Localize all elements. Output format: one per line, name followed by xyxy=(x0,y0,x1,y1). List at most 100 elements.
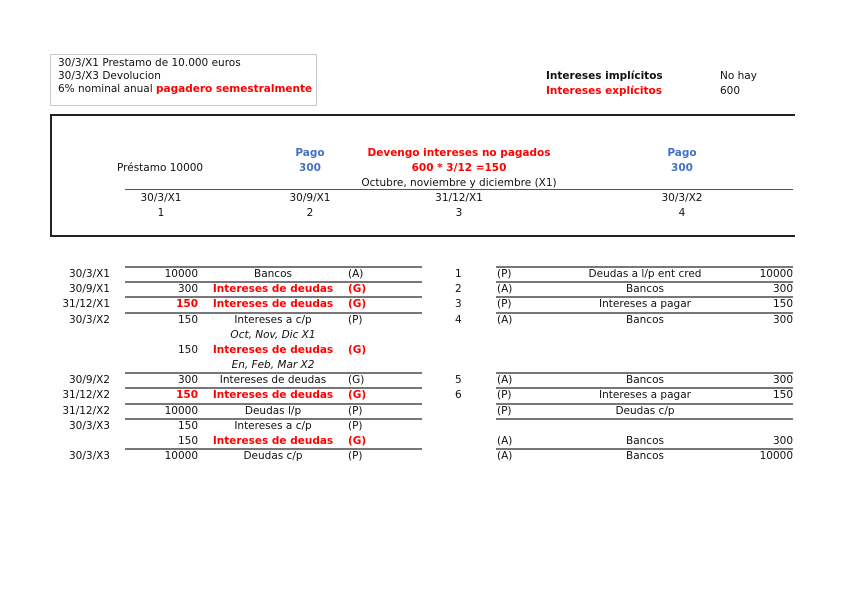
entry-account: Intereses de deudas xyxy=(212,298,334,310)
entry-type: (G) xyxy=(348,344,367,356)
note-line: 30/3/X1 Prestamo de 10.000 euros xyxy=(58,57,241,69)
entry-date: 31/12/X2 xyxy=(62,389,110,401)
explicit-interest-value: 600 xyxy=(720,85,741,97)
contra-amount: 10000 xyxy=(759,268,793,280)
timeline-number: 1 xyxy=(157,207,165,219)
entry-type: (P) xyxy=(348,405,363,417)
contra-amount: 300 xyxy=(772,283,793,295)
entry-number: 3 xyxy=(455,298,462,310)
entry-amount: 10000 xyxy=(164,268,198,280)
entry-type: (P) xyxy=(348,420,363,432)
journal-row: 30/9/X1 300 Intereses de deudas (G) 2 (A) Banc… xyxy=(0,283,848,298)
timeline-date: 31/12/X1 xyxy=(435,192,483,204)
note-line: 6% nominal anual pagadero semestralmente xyxy=(58,83,316,96)
contra-amount: 150 xyxy=(772,298,793,310)
entry-number: 4 xyxy=(455,314,462,326)
accrual-formula: 600 * 3/12 =150 xyxy=(411,162,507,174)
entry-amount: 150 xyxy=(177,314,198,326)
journal-row: 30/3/X3 10000 Deudas c/p (P) (A) Bancos 10000 xyxy=(0,450,848,465)
entry-number: 5 xyxy=(455,374,462,386)
ledger-rule xyxy=(496,266,793,268)
contra-amount: 300 xyxy=(772,374,793,386)
journal-row: 30/3/X2 150 Intereses a c/p (P) 4 (A) Bancos 30… xyxy=(0,314,848,329)
entry-type: (G) xyxy=(348,283,367,295)
ledger-rule xyxy=(496,448,793,450)
contra-type: (P) xyxy=(497,268,512,280)
entry-account: Intereses de deudas xyxy=(212,389,334,401)
journal-row: 31/12/X2 10000 Deudas l/p (P) (P) Deudas c/p xyxy=(0,405,848,420)
contra-account: Bancos xyxy=(626,435,664,447)
entry-account: Oct, Nov, Dic X1 xyxy=(230,329,316,341)
entry-account: Deudas c/p xyxy=(243,450,303,462)
entry-account: En, Feb, Mar X2 xyxy=(231,359,315,371)
ledger-rule xyxy=(496,312,793,314)
contra-account: Deudas a l/p ent cred xyxy=(588,268,702,280)
ledger-rule xyxy=(125,418,422,420)
payment-1-value: 300 xyxy=(299,162,321,174)
entry-date: 31/12/X2 xyxy=(62,405,110,417)
payment-2-value: 300 xyxy=(671,162,693,174)
journal-row: 31/12/X2 150 Intereses de deudas (G) 6 (P) Int… xyxy=(0,389,848,404)
timeline-date: 30/3/X2 xyxy=(661,192,703,204)
implicit-interest-value: No hay xyxy=(720,70,757,82)
entry-date: 30/3/X1 xyxy=(69,268,110,280)
ledger-rule xyxy=(496,296,793,298)
contra-account: Bancos xyxy=(626,374,664,386)
timeline-axis xyxy=(125,189,793,190)
journal-row: Oct, Nov, Dic X1 xyxy=(0,329,848,344)
ledger-rule xyxy=(496,403,793,405)
entry-type: (P) xyxy=(348,314,363,326)
entry-number: 1 xyxy=(455,268,462,280)
entry-account: Intereses a c/p xyxy=(234,314,312,326)
contra-amount: 300 xyxy=(772,314,793,326)
journal-row: 30/9/X2 300 Intereses de deudas (G) 5 (A) Banc… xyxy=(0,374,848,389)
entry-date: 30/9/X1 xyxy=(69,283,110,295)
contra-account: Deudas c/p xyxy=(615,405,675,417)
entry-amount: 300 xyxy=(177,283,198,295)
contra-account: Bancos xyxy=(626,283,664,295)
entry-date: 31/12/X1 xyxy=(62,298,110,310)
accrual-title: Devengo intereses no pagados xyxy=(367,147,551,159)
entry-date: 30/3/X3 xyxy=(69,450,110,462)
journal-row: 30/3/X1 10000 Bancos (A) 1 (P) Deudas a l/p en… xyxy=(0,268,848,283)
entry-type: (G) xyxy=(348,374,365,386)
ledger-rule xyxy=(496,372,793,374)
journal-row: 150 Intereses de deudas (G) xyxy=(0,344,848,359)
entry-account: Intereses de deudas xyxy=(212,435,334,447)
ledger-rule xyxy=(496,418,793,420)
explicit-interest-label: Intereses explícitos xyxy=(546,85,663,97)
ledger-rule xyxy=(125,403,422,405)
ledger-rule xyxy=(125,312,422,314)
contra-type: (A) xyxy=(497,283,513,295)
ledger-rule xyxy=(125,448,422,450)
entry-amount: 10000 xyxy=(164,450,198,462)
payment-1-title: Pago xyxy=(295,147,325,159)
entry-account: Intereses de deudas xyxy=(219,374,327,386)
entry-type: (G) xyxy=(348,298,367,310)
ledger-rule xyxy=(496,281,793,283)
contra-type: (P) xyxy=(497,298,512,310)
entry-account: Intereses de deudas xyxy=(212,283,334,295)
journal-row: 150 Intereses de deudas (G) (A) Bancos 300 xyxy=(0,435,848,450)
note-line: 30/3/X3 Devolucion xyxy=(58,70,161,82)
entry-type: (G) xyxy=(348,389,367,401)
ledger-rule xyxy=(125,387,422,389)
timeline-date: 30/3/X1 xyxy=(140,192,182,204)
contra-type: (A) xyxy=(497,314,513,326)
problem-note: 30/3/X1 Prestamo de 10.000 euros 30/3/X3… xyxy=(50,54,317,106)
entry-account: Deudas l/p xyxy=(244,405,302,417)
ledger-rule xyxy=(125,296,422,298)
ledger-rule xyxy=(125,372,422,374)
entry-date: 30/3/X2 xyxy=(69,314,110,326)
contra-account: Intereses a pagar xyxy=(599,298,691,310)
note-highlight: pagadero semestralmente xyxy=(156,83,313,95)
ledger-rule xyxy=(125,281,422,283)
contra-amount: 150 xyxy=(772,389,793,401)
contra-type: (A) xyxy=(497,450,513,462)
contra-account: Bancos xyxy=(626,314,664,326)
contra-amount: 300 xyxy=(772,435,793,447)
contra-type: (P) xyxy=(497,405,512,417)
timeline-box xyxy=(50,114,795,237)
entry-account: Bancos xyxy=(254,268,292,280)
note-text: 6% nominal anual xyxy=(58,83,156,95)
